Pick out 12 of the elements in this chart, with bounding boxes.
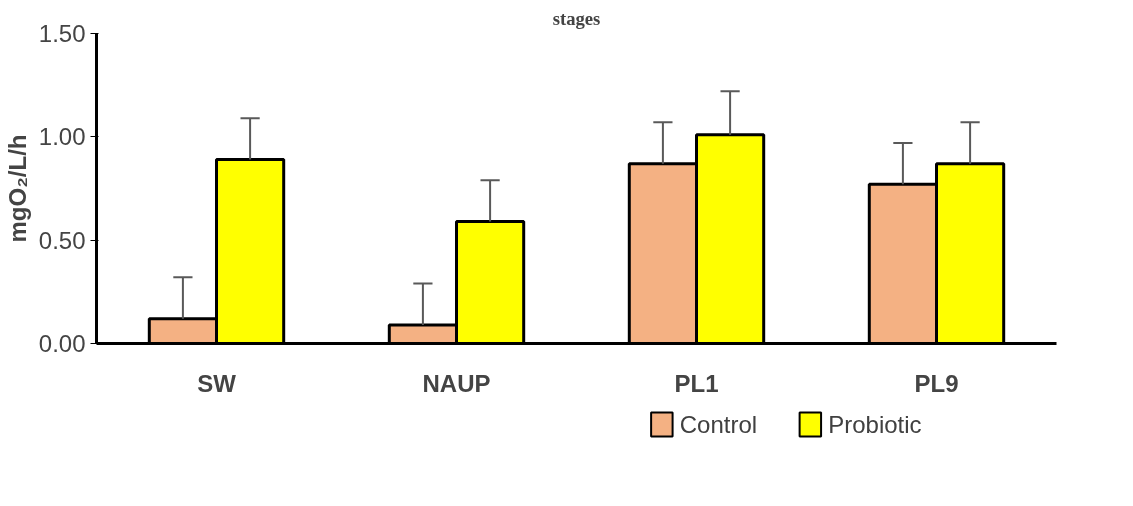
legend-label: Probiotic xyxy=(828,411,922,438)
x-tick-label: SW xyxy=(197,369,237,397)
y-tick-label: 1.00 xyxy=(38,123,86,151)
y-tick-label: 0.50 xyxy=(38,226,86,254)
x-tick-label: NAUP xyxy=(422,369,491,397)
legend-label: Control xyxy=(679,411,758,438)
chart-title: stages xyxy=(552,7,601,29)
y-tick-label: 1.50 xyxy=(38,20,86,47)
x-tick-label: PL9 xyxy=(914,369,959,397)
y-tick-label: 0.00 xyxy=(38,330,86,357)
x-tick-label: PL1 xyxy=(674,369,719,397)
y-axis-title: mgO₂/L/h xyxy=(3,134,31,243)
